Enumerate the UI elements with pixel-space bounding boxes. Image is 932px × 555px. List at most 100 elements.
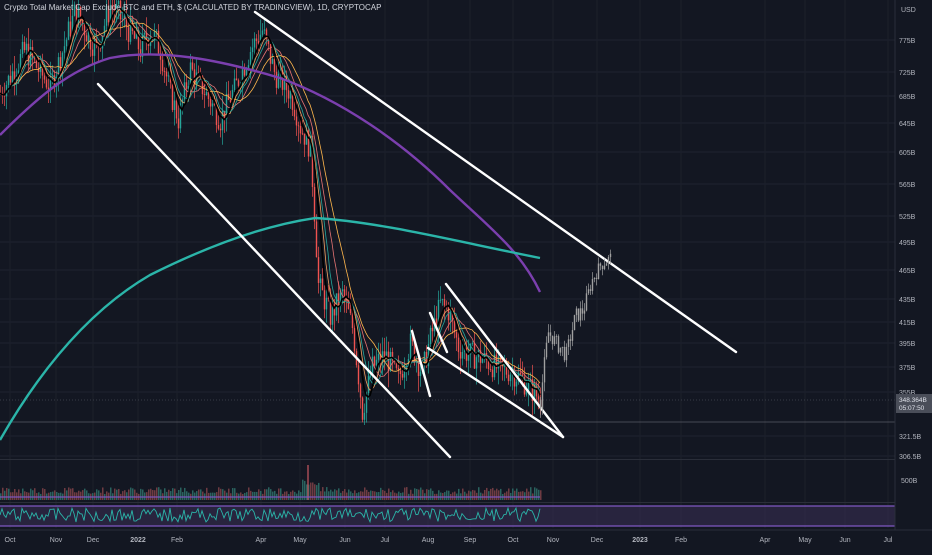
candle-body xyxy=(509,374,512,382)
projected-candle xyxy=(591,272,594,295)
volume-bar xyxy=(294,491,296,500)
projected-candle-body xyxy=(589,289,592,291)
candle-body xyxy=(435,318,438,329)
volume-tick-label: 500B xyxy=(901,478,918,485)
volume-bar xyxy=(252,491,254,500)
candle-body xyxy=(171,82,174,111)
candle-body xyxy=(169,75,172,83)
candle xyxy=(193,63,196,99)
volume-bar xyxy=(344,489,346,500)
projected-candle-body xyxy=(551,335,554,345)
volume-bar xyxy=(496,488,498,500)
volume-bar xyxy=(260,490,262,500)
candle-body xyxy=(41,60,44,76)
volume-bar xyxy=(484,489,486,500)
volume-bar xyxy=(324,491,326,500)
projected-candle xyxy=(567,334,570,356)
projected-candle xyxy=(605,261,608,266)
candle-body xyxy=(373,356,376,366)
projected-candle-body xyxy=(581,308,584,314)
volume-bar xyxy=(134,489,136,500)
candle-body xyxy=(91,49,94,56)
volume-bar xyxy=(142,489,144,500)
volume-bar xyxy=(128,489,130,500)
candle xyxy=(365,391,368,423)
candle-body xyxy=(391,351,394,361)
volume-bar xyxy=(538,489,540,500)
price-tick-label: 685B xyxy=(899,94,916,101)
projected-candle xyxy=(559,347,562,356)
candle-body xyxy=(241,69,244,86)
volume-bar xyxy=(320,491,322,500)
candle xyxy=(375,349,378,369)
candle-body xyxy=(63,46,66,53)
candle-body xyxy=(185,82,188,89)
candle-body xyxy=(469,343,472,355)
price-tick-label: 435B xyxy=(899,297,916,304)
volume-bar xyxy=(512,488,514,500)
candle-body xyxy=(29,46,32,66)
last-price-badge xyxy=(896,394,932,413)
candle-body xyxy=(79,7,82,21)
price-axis-bg xyxy=(895,0,932,530)
candle xyxy=(53,70,56,93)
projected-candle xyxy=(573,314,576,331)
candle-body xyxy=(125,15,128,28)
grid xyxy=(0,39,895,457)
candle-body xyxy=(495,354,498,369)
candle-body xyxy=(493,354,496,378)
candle-body xyxy=(515,381,518,387)
time-tick-label: Oct xyxy=(5,537,16,544)
volume-bar xyxy=(274,490,276,500)
candle xyxy=(359,382,362,409)
candle-body xyxy=(257,40,260,44)
time-tick-label: Jul xyxy=(381,537,390,544)
candle-body xyxy=(285,76,288,91)
candle xyxy=(357,360,360,393)
volume-bar xyxy=(458,488,460,500)
candle-body xyxy=(13,71,16,81)
candles-layer xyxy=(0,0,542,426)
candle xyxy=(347,291,350,310)
candle-body xyxy=(87,31,90,42)
candle-body xyxy=(277,73,280,88)
ma-red xyxy=(0,15,541,388)
volume-bar xyxy=(70,488,72,500)
time-tick-label: Dec xyxy=(591,537,604,544)
candle xyxy=(531,364,534,416)
candle xyxy=(209,95,212,115)
candle-body xyxy=(403,370,406,378)
volume-bar xyxy=(326,487,328,500)
time-tick-label: Apr xyxy=(760,537,772,544)
projected-candle-body xyxy=(543,357,546,383)
volume-bar xyxy=(250,490,252,500)
candle xyxy=(145,17,148,51)
candle-body xyxy=(193,69,196,85)
candle xyxy=(203,79,206,109)
candle-body xyxy=(329,297,332,325)
projected-candle-body xyxy=(541,382,544,409)
candle-body xyxy=(333,304,336,316)
candle xyxy=(325,289,328,323)
time-tick-label: Nov xyxy=(50,537,63,544)
candle-body xyxy=(389,351,392,372)
candle-body xyxy=(245,69,248,76)
volume-bar xyxy=(362,491,364,500)
volume-bar xyxy=(232,488,234,500)
candle-body xyxy=(457,337,460,353)
volume-bar xyxy=(202,491,204,500)
pane-separator-volume xyxy=(0,459,895,460)
candle-body xyxy=(235,78,238,81)
time-tick-label: Dec xyxy=(87,537,100,544)
candle xyxy=(363,403,366,426)
candle-body xyxy=(187,86,190,89)
candle xyxy=(141,24,144,64)
volume-bar xyxy=(154,490,156,500)
volume-bar xyxy=(286,491,288,500)
candle-body xyxy=(419,371,422,376)
candle-body xyxy=(143,32,146,35)
candle-body xyxy=(155,30,158,32)
volume-bar xyxy=(174,488,176,500)
